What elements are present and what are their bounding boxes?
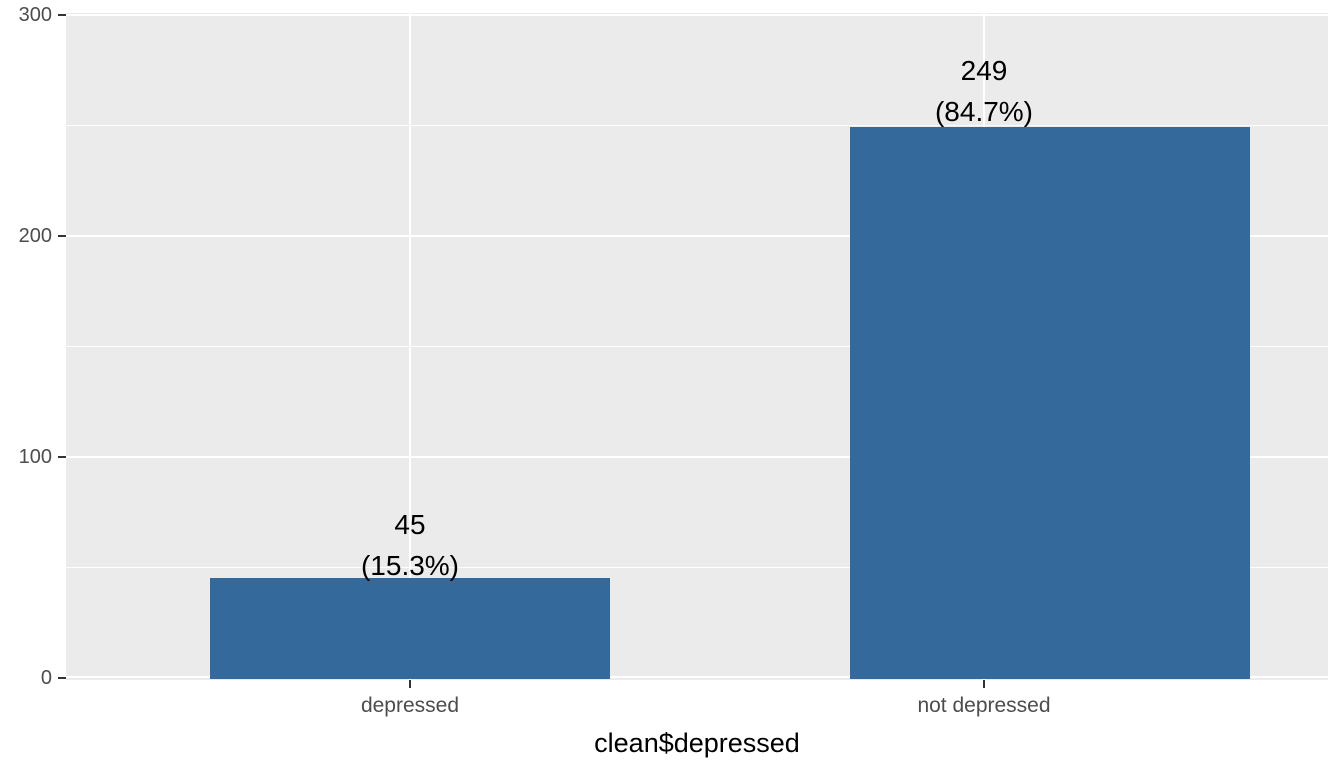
bar-not-depressed <box>850 127 1250 679</box>
gridline-minor-y50 <box>66 567 1328 568</box>
y-tick-mark-300 <box>58 14 66 16</box>
y-tick-mark-100 <box>58 456 66 458</box>
x-axis-title: clean$depressed <box>594 728 800 758</box>
y-tick-mark-0 <box>58 677 66 679</box>
bar-label-depressed: 45 (15.3%) <box>300 504 520 586</box>
x-tick-label-depressed: depressed <box>360 694 460 717</box>
bar-label-depressed-pct: (15.3%) <box>360 550 460 581</box>
gridline-major-y100 <box>66 456 1328 458</box>
gridline-major-x-depressed <box>409 13 411 680</box>
gridline-major-y0 <box>66 676 1328 678</box>
x-tick-mark-depressed <box>409 680 411 688</box>
bar-depressed <box>210 578 610 679</box>
gridline-major-y200 <box>66 235 1328 237</box>
plot-panel <box>66 13 1328 680</box>
y-tick-mark-200 <box>58 235 66 237</box>
x-tick-mark-not-depressed <box>983 680 985 688</box>
y-tick-label-300: 300 <box>18 4 52 26</box>
gridline-major-y300 <box>66 14 1328 16</box>
y-tick-label-0: 0 <box>40 667 52 689</box>
bar-label-not-depressed: 249 (84.7%) <box>874 50 1094 132</box>
bar-label-depressed-count: 45 <box>394 509 426 540</box>
y-tick-label-200: 200 <box>18 225 52 247</box>
x-tick-label-not-depressed: not depressed <box>917 694 1051 717</box>
y-tick-label-100: 100 <box>18 446 52 468</box>
gridline-minor-y150 <box>66 346 1328 347</box>
bar-label-not-depressed-count: 249 <box>960 55 1008 86</box>
bar-label-not-depressed-pct: (84.7%) <box>934 96 1034 127</box>
gridline-minor-y250 <box>66 125 1328 126</box>
